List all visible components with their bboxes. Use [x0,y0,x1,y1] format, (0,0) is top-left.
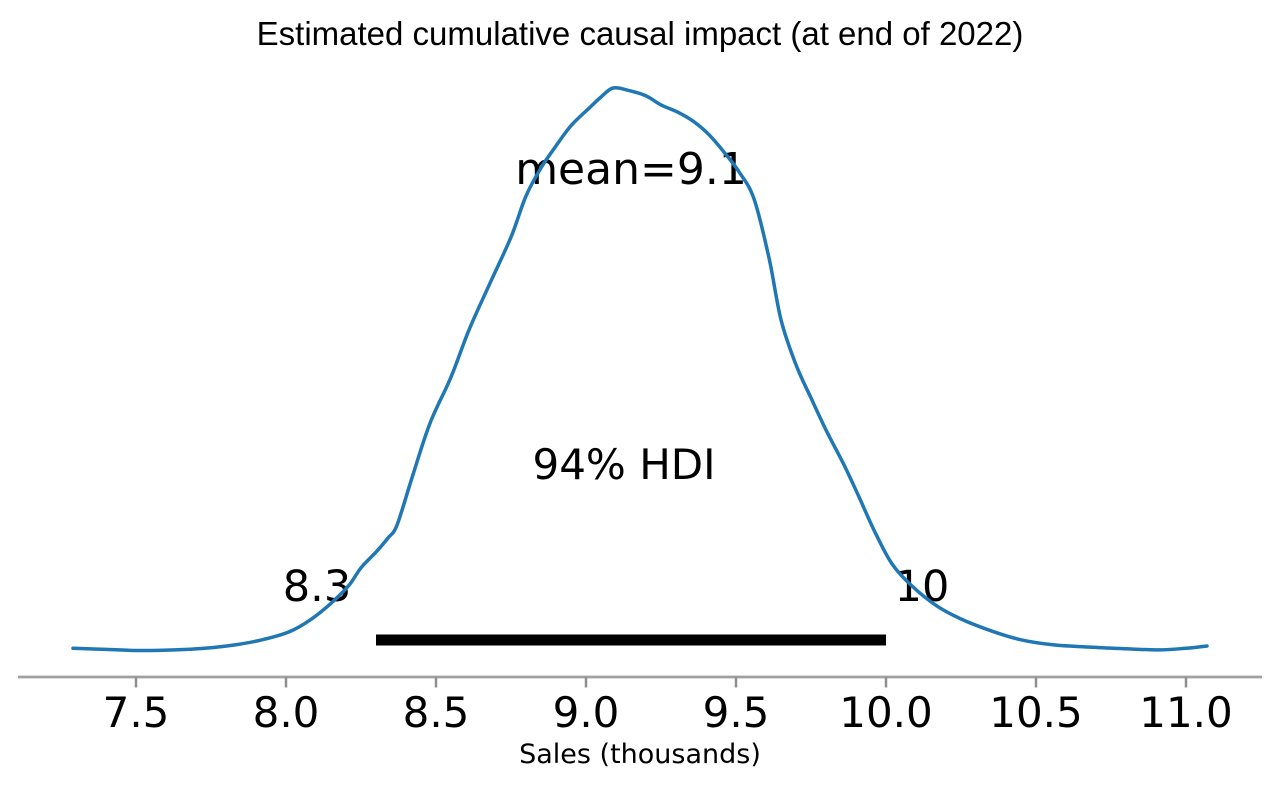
x-axis-tick-label: 8.5 [402,688,470,737]
x-axis-tick-label: 9.0 [552,688,620,737]
x-axis-label: Sales (thousands) [519,739,761,770]
mean-annotation: mean=9.1 [515,144,747,195]
x-axis-tick-label: 10.5 [989,688,1083,737]
x-axis-tick-label: 8.0 [252,688,320,737]
chart-title: Estimated cumulative causal impact (at e… [256,15,1024,52]
x-axis-tick-label: 11.0 [1139,688,1233,737]
hdi-probability-annotation: 94% HDI [532,440,716,489]
hdi-upper-bound-label: 10 [894,562,950,612]
x-axis-tick-label: 9.5 [702,688,770,737]
hdi-lower-bound-label: 8.3 [282,562,352,612]
x-axis-tick-label: 10.0 [839,688,933,737]
x-axis-tick-label: 7.5 [102,688,170,737]
